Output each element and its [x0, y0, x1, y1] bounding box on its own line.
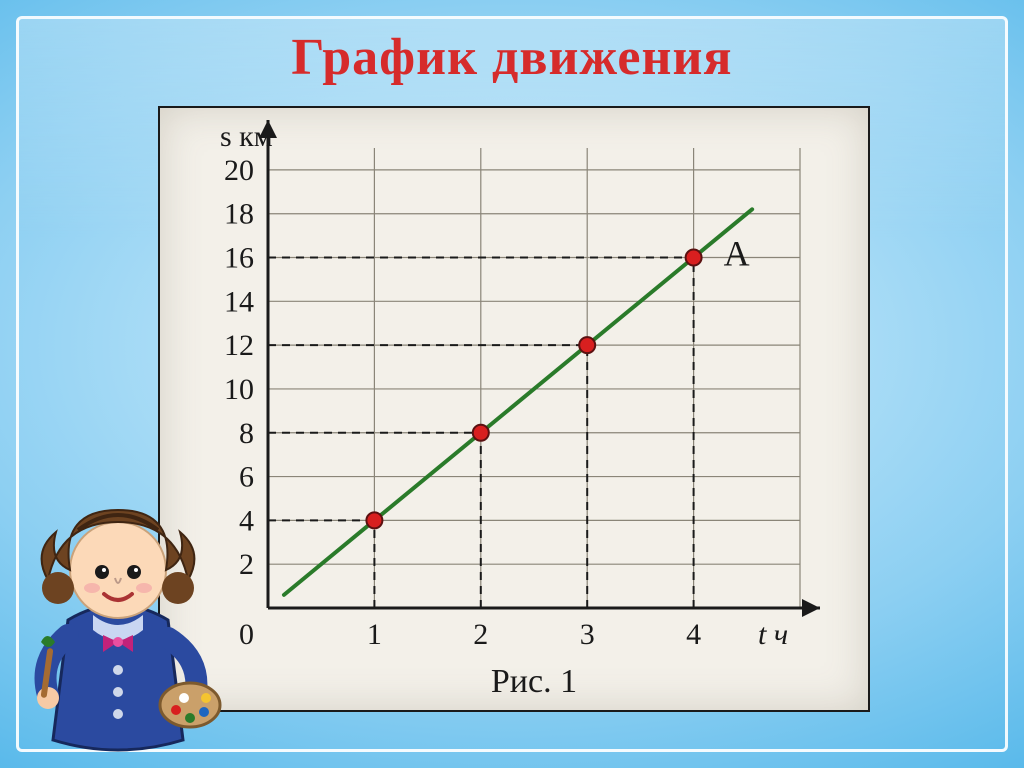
svg-text:3: 3: [580, 618, 595, 651]
chart-svg: 246810121416182001234s кмt чAРис. 1: [160, 108, 868, 710]
page-title: График движения: [0, 28, 1024, 87]
painter-illustration: [8, 460, 228, 760]
svg-text:s км: s км: [220, 120, 273, 153]
slide-root: График движения 246810121416182001234s к…: [0, 0, 1024, 768]
svg-text:18: 18: [224, 198, 254, 231]
svg-text:10: 10: [224, 373, 254, 406]
svg-text:t ч: t ч: [758, 618, 788, 651]
svg-text:8: 8: [239, 417, 254, 450]
svg-text:16: 16: [224, 242, 254, 275]
svg-text:20: 20: [224, 154, 254, 187]
svg-text:2: 2: [239, 548, 254, 581]
svg-text:6: 6: [239, 461, 254, 494]
svg-text:Рис. 1: Рис. 1: [491, 663, 577, 700]
svg-text:4: 4: [686, 618, 701, 651]
svg-text:1: 1: [367, 618, 382, 651]
motion-chart: 246810121416182001234s кмt чAРис. 1: [158, 106, 870, 712]
svg-text:12: 12: [224, 329, 254, 362]
svg-text:A: A: [724, 234, 750, 274]
svg-text:0: 0: [239, 618, 254, 651]
svg-text:14: 14: [224, 285, 254, 318]
svg-text:2: 2: [473, 618, 488, 651]
svg-text:4: 4: [239, 504, 254, 537]
